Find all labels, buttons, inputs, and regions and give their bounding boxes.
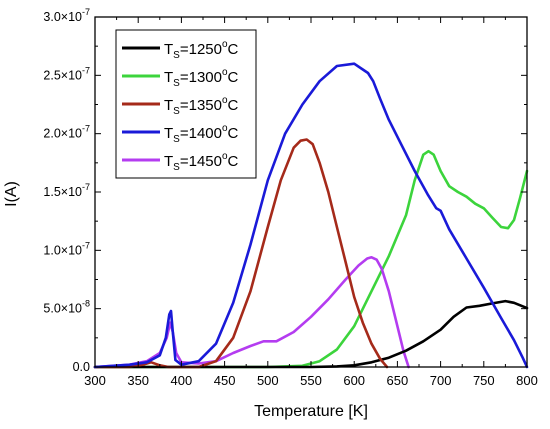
x-axis-label: Temperature [K] [254, 403, 368, 420]
y-tick-label: 3.0×10-7 [43, 7, 90, 24]
y-tick-label: 1.5×10-7 [43, 182, 90, 199]
y-tick-label: 2.0×10-7 [43, 124, 90, 141]
legend-label: TS=1450oC [164, 151, 239, 173]
y-tick-label: 2.5×10-7 [43, 65, 90, 82]
legend-label: TS=1350oC [164, 95, 239, 117]
x-tick-label: 450 [214, 373, 236, 388]
x-tick-label: 350 [127, 373, 149, 388]
legend-label: TS=1400oC [164, 123, 239, 145]
x-tick-label: 750 [473, 373, 495, 388]
x-tick-label: 650 [387, 373, 409, 388]
y-axis-label: I(A) [3, 181, 20, 207]
legend-label: TS=1300oC [164, 67, 239, 89]
y-tick-label: 1.0×10-7 [43, 240, 90, 257]
x-tick-label: 800 [516, 373, 538, 388]
x-tick-label: 700 [430, 373, 452, 388]
x-tick-label: 300 [84, 373, 106, 388]
x-tick-label: 500 [257, 373, 279, 388]
legend-label: TS=1250oC [164, 39, 239, 61]
ticks-layer: 300 350 400 450 500 550 600 650 700 750 800 0.0 5.0×… [43, 7, 537, 388]
series-line [93, 299, 529, 369]
y-tick-label: 5.0×10-8 [43, 299, 90, 316]
series-line [93, 149, 529, 369]
series-line [93, 256, 410, 369]
series-line [93, 138, 389, 369]
x-tick-label: 600 [343, 373, 365, 388]
x-tick-label: 400 [171, 373, 193, 388]
legend: TS=1250oC TS=1300oC TS=1350oC TS=1400oC TS=1… [115, 29, 257, 179]
x-tick-label: 550 [300, 373, 322, 388]
series-line [93, 62, 529, 369]
y-tick-label: 0.0 [73, 360, 90, 374]
